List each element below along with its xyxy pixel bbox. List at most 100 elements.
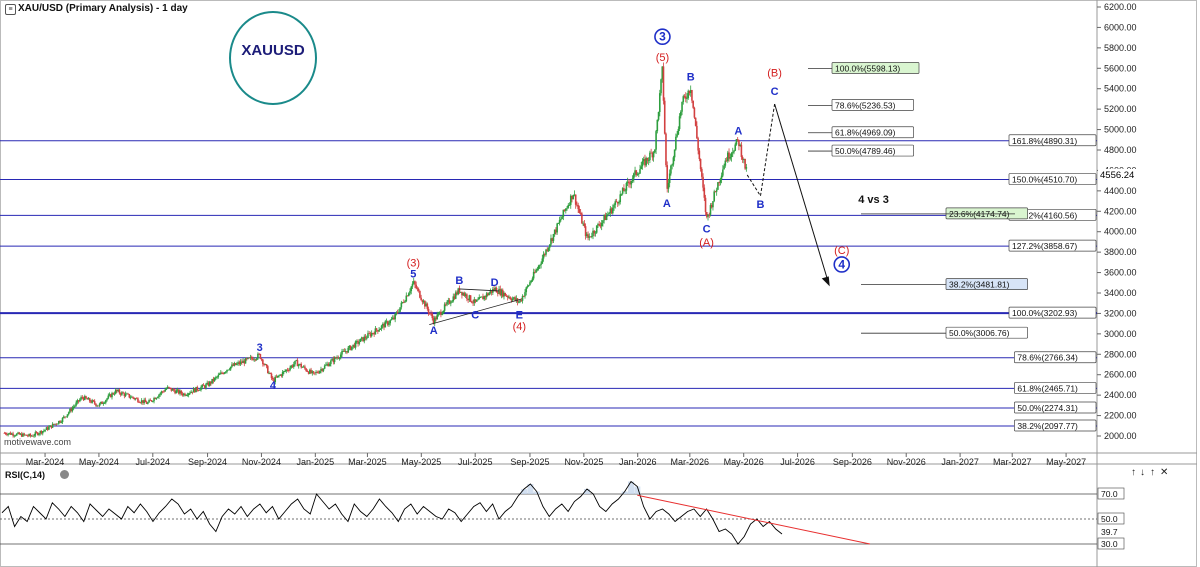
- candle-body: [572, 195, 575, 200]
- fib-target-label-box: [945, 326, 1028, 339]
- candle-body: [723, 165, 725, 170]
- candle-body: [267, 366, 269, 374]
- candle-body: [71, 407, 74, 411]
- candle-body: [32, 435, 34, 437]
- candle-body: [567, 204, 570, 208]
- candle-body: [618, 202, 620, 204]
- candle-body: [501, 289, 504, 297]
- candle-body: [349, 345, 352, 350]
- candle-body: [33, 435, 35, 437]
- candle-body: [292, 364, 295, 367]
- candle-body: [699, 158, 702, 169]
- candle-body: [548, 244, 551, 248]
- candle-body: [396, 312, 399, 314]
- candle-body: [58, 420, 60, 424]
- candle-body: [3, 432, 6, 434]
- candle-body: [661, 66, 664, 80]
- candle-body: [497, 292, 499, 294]
- candle-body: [356, 340, 358, 342]
- candle-body: [442, 310, 445, 314]
- candle-body: [253, 359, 256, 361]
- candle-body: [527, 285, 530, 287]
- candle-body: [323, 365, 326, 369]
- candle-body: [608, 213, 610, 215]
- candle-body: [410, 286, 413, 292]
- time-tick-label: Jan-2027: [941, 457, 979, 467]
- candle-body: [124, 393, 127, 397]
- candle-body: [524, 292, 526, 297]
- candle-body: [566, 207, 568, 209]
- candle-body: [30, 435, 33, 437]
- price-tick-label: 2200.00: [1104, 411, 1137, 421]
- candle-body: [453, 296, 456, 299]
- candle-body: [404, 301, 406, 303]
- rsi-overbought-fill: [634, 486, 641, 494]
- candle-body: [417, 288, 420, 291]
- candle-body: [708, 214, 711, 216]
- candle-body: [299, 363, 301, 365]
- candle-body: [38, 433, 40, 435]
- panel-up-arrow-icon[interactable]: ↑: [1131, 467, 1136, 478]
- candle-body: [667, 183, 670, 189]
- fib-target-label: 50.0%(3006.76): [949, 328, 1010, 338]
- candle-body: [81, 397, 84, 398]
- candle-body: [41, 431, 44, 434]
- candle-body: [445, 304, 447, 306]
- rsi-overbought-fill: [527, 484, 534, 494]
- candle-body: [181, 393, 184, 396]
- wave-label-circle: [833, 256, 851, 273]
- candle-body: [224, 371, 227, 373]
- candle-body: [520, 300, 523, 301]
- candle-body: [637, 173, 640, 175]
- candle-body: [399, 307, 401, 312]
- candle-body: [577, 205, 579, 210]
- candle-body: [458, 288, 461, 293]
- wave-label: A: [663, 198, 671, 210]
- rsi-settings-icon[interactable]: [60, 470, 69, 479]
- candle-body: [358, 341, 361, 344]
- wave-label-circle: [654, 28, 671, 46]
- candle-body: [7, 433, 9, 435]
- candle-body: [365, 337, 368, 339]
- candle-body: [221, 372, 223, 374]
- candle-body: [223, 372, 226, 374]
- candle-body: [639, 169, 641, 174]
- candle-body: [93, 401, 96, 404]
- candle-body: [422, 300, 425, 303]
- candle-body: [696, 125, 698, 139]
- candle-body: [715, 189, 718, 192]
- candle-body: [437, 312, 440, 315]
- candle-body: [187, 393, 190, 396]
- panel-maximize-icon[interactable]: ↑: [1150, 467, 1155, 478]
- candle-body: [379, 328, 382, 330]
- candle-body: [302, 366, 305, 368]
- candle-body: [394, 313, 396, 320]
- candle-body: [59, 420, 61, 423]
- panel-close-icon[interactable]: ✕: [1160, 467, 1169, 478]
- chart-settings-icon[interactable]: ≡: [5, 4, 16, 15]
- candle-body: [271, 378, 274, 380]
- candle-body: [91, 400, 94, 403]
- candle-body: [195, 386, 197, 393]
- candle-body: [74, 405, 76, 407]
- candle-body: [64, 416, 66, 418]
- candle-body: [691, 90, 693, 101]
- candle-body: [273, 379, 275, 383]
- candle-body: [332, 358, 335, 363]
- candle-body: [388, 323, 390, 325]
- candle-body: [174, 390, 176, 394]
- candle-body: [628, 181, 630, 184]
- candle-body: [625, 182, 628, 191]
- candle-body: [237, 362, 239, 364]
- candle-body: [51, 423, 54, 428]
- candle-body: [243, 360, 246, 364]
- candle-body: [607, 214, 609, 216]
- candle-body: [254, 359, 257, 361]
- candle-body: [579, 212, 582, 214]
- candle-body: [718, 182, 720, 184]
- candle-body: [270, 373, 273, 379]
- candle-body: [484, 296, 487, 298]
- fib-level-label-box: [1014, 401, 1097, 414]
- candle-body: [447, 300, 450, 302]
- panel-down-arrow-icon[interactable]: ↓: [1140, 467, 1145, 478]
